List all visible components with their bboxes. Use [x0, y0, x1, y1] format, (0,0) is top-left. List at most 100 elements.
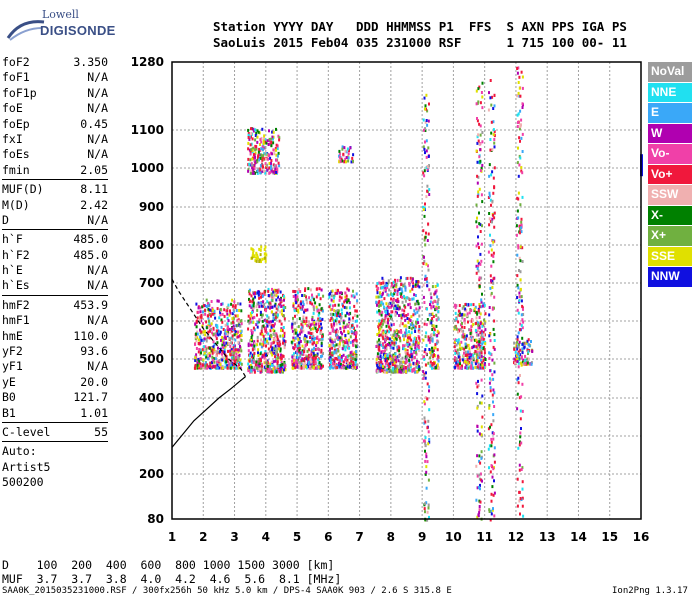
- echo-point: [468, 328, 470, 332]
- echo-point: [276, 335, 279, 339]
- echo-point: [397, 307, 400, 311]
- echo-point: [291, 366, 294, 370]
- echo-point: [271, 363, 274, 367]
- echo-point: [275, 143, 278, 147]
- echo-point: [338, 314, 341, 318]
- echo-point: [253, 292, 255, 296]
- param-name: M(D): [2, 197, 30, 212]
- echo-point: [520, 324, 523, 328]
- echo-point: [249, 339, 252, 343]
- echo-point: [435, 307, 438, 311]
- echo-point: [470, 325, 473, 329]
- echo-point: [422, 355, 425, 359]
- echo-point: [491, 431, 494, 435]
- echo-point: [480, 351, 483, 355]
- echo-point: [434, 308, 437, 312]
- echo-point: [275, 171, 278, 174]
- echo-point: [476, 365, 479, 369]
- echo-point: [204, 366, 207, 370]
- echo-point: [489, 377, 491, 381]
- echo-point: [252, 129, 255, 133]
- echo-point: [476, 344, 479, 348]
- echo-point: [482, 330, 485, 334]
- echo-point: [403, 338, 405, 342]
- echo-point: [240, 332, 242, 336]
- echo-point: [234, 304, 237, 308]
- echo-point: [207, 346, 210, 350]
- echo-point: [402, 370, 405, 374]
- echo-point: [428, 437, 431, 441]
- echo-point: [477, 513, 480, 517]
- echo-point: [484, 312, 487, 316]
- echo-point: [199, 315, 202, 319]
- echo-point: [431, 324, 434, 328]
- echo-point: [259, 143, 261, 146]
- echo-point: [459, 327, 462, 331]
- echo-point: [292, 295, 295, 298]
- echo-point: [475, 381, 478, 385]
- echo-point: [200, 330, 203, 334]
- echo-point: [259, 156, 262, 160]
- echo-point: [266, 314, 269, 318]
- echo-point: [464, 303, 467, 306]
- echo-point: [263, 337, 266, 341]
- echo-point: [280, 360, 283, 364]
- echo-point: [212, 358, 215, 362]
- echo-point: [520, 363, 523, 367]
- echo-point: [281, 362, 284, 366]
- echo-point: [476, 117, 478, 120]
- echo-point: [524, 361, 527, 365]
- legend-item-vo: Vo+: [648, 164, 692, 184]
- echo-point: [394, 312, 397, 316]
- echo-point: [196, 316, 199, 320]
- echo-point: [483, 333, 486, 337]
- legend-item-nnw: NNW: [648, 267, 692, 287]
- echo-point: [518, 443, 521, 447]
- echo-point: [353, 354, 356, 358]
- echo-point: [221, 366, 224, 370]
- echo-point: [435, 313, 438, 317]
- echo-point: [426, 165, 429, 168]
- echo-point: [299, 306, 302, 310]
- echo-point: [264, 256, 266, 260]
- echo-point: [403, 324, 406, 328]
- echo-point: [463, 347, 466, 351]
- echo-point: [335, 333, 338, 337]
- echo-point: [276, 304, 279, 308]
- echo-point: [303, 310, 306, 314]
- echo-point: [430, 306, 433, 310]
- echo-point: [276, 147, 279, 151]
- echo-point: [459, 311, 461, 315]
- echo-point: [219, 350, 221, 354]
- echo-point: [349, 146, 352, 150]
- echo-point: [259, 138, 262, 142]
- echo-point: [482, 340, 485, 344]
- echo-point: [271, 323, 274, 327]
- echo-point: [493, 460, 496, 464]
- echo-point: [298, 302, 301, 306]
- echo-point: [492, 281, 495, 285]
- echo-point: [521, 360, 524, 364]
- echo-point: [279, 310, 282, 314]
- echo-point: [202, 358, 205, 362]
- echo-point: [247, 342, 250, 346]
- echo-point: [481, 336, 484, 340]
- echo-point: [272, 135, 275, 139]
- profile-extrapolation: [171, 278, 247, 377]
- echo-point: [476, 515, 479, 519]
- echo-point: [345, 294, 348, 298]
- echo-point: [348, 338, 350, 342]
- param-value: 2.42: [80, 197, 108, 212]
- echo-point: [424, 441, 427, 445]
- echo-point: [306, 301, 309, 305]
- echo-point: [334, 291, 337, 295]
- echo-point: [351, 325, 354, 329]
- echo-point: [277, 295, 279, 299]
- echo-point: [384, 349, 386, 353]
- echo-point: [294, 290, 297, 294]
- echo-point: [476, 474, 479, 478]
- logo-line1: Lowell: [42, 8, 79, 21]
- echo-point: [215, 329, 218, 333]
- echo-point: [521, 246, 524, 250]
- param-row-b0: B0 121.7: [2, 390, 108, 405]
